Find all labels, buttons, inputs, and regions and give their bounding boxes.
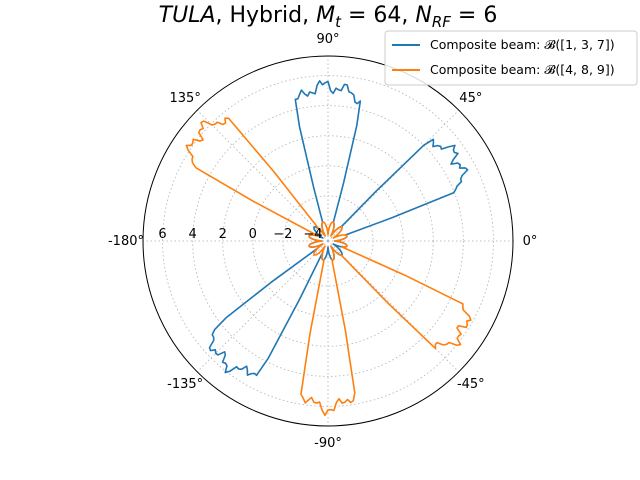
polar-grid — [142, 55, 514, 427]
angular-grid-line-7 — [327, 240, 460, 373]
radial-tick-label-5: 6 — [158, 227, 166, 242]
angle-tick-label-1: 45° — [459, 91, 482, 106]
polar-frame — [142, 55, 514, 427]
angle-tick-label-5: -135° — [167, 377, 203, 392]
legend-frame — [384, 30, 638, 86]
angle-tick-label-0: 0° — [523, 234, 538, 249]
radial-grid-ring-2 — [252, 165, 404, 317]
angle-tick-label-7: -45° — [457, 377, 485, 392]
angle-tick-label-4: -180° — [108, 234, 144, 249]
angle-tick-label-2: 90° — [316, 32, 339, 47]
radial-grid-ring-4 — [192, 105, 464, 377]
series-line-2 — [185, 117, 472, 417]
legend-label-series-1: Composite beam: 𝓑([1, 3, 7]) — [430, 37, 615, 52]
angular-grid-line-5 — [196, 240, 329, 373]
tick-labels: 0° 45° 90° 135° -180° -135° -90° -45° −4 −2 0 2 4 6 — [108, 32, 537, 451]
angle-tick-label-3: 135° — [170, 91, 201, 106]
legend: Composite beam: 𝓑([1, 3, 7]) Composite b… — [384, 30, 638, 86]
radial-tick-label-2: 0 — [249, 227, 257, 242]
radial-tick-label-0: −4 — [303, 227, 322, 242]
angle-tick-label-6: -90° — [314, 436, 342, 451]
legend-label-series-2: Composite beam: 𝓑([4, 8, 9]) — [430, 62, 615, 77]
radial-tick-label-3: 2 — [219, 227, 227, 242]
radial-grid-ring-0 — [312, 225, 344, 257]
radial-tick-label-4: 4 — [188, 227, 196, 242]
angular-grid-line-3 — [196, 109, 329, 242]
radial-tick-label-1: −2 — [273, 227, 292, 242]
series-group — [185, 80, 472, 417]
chart-title: TULA, Hybrid, Mt = 64, NRF = 6 — [159, 3, 498, 31]
